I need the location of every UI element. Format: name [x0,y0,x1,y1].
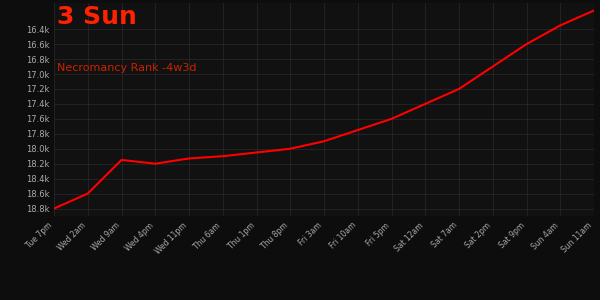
Text: Necromancy Rank -4w3d: Necromancy Rank -4w3d [57,63,196,73]
Text: 3 Sun: 3 Sun [57,5,137,29]
